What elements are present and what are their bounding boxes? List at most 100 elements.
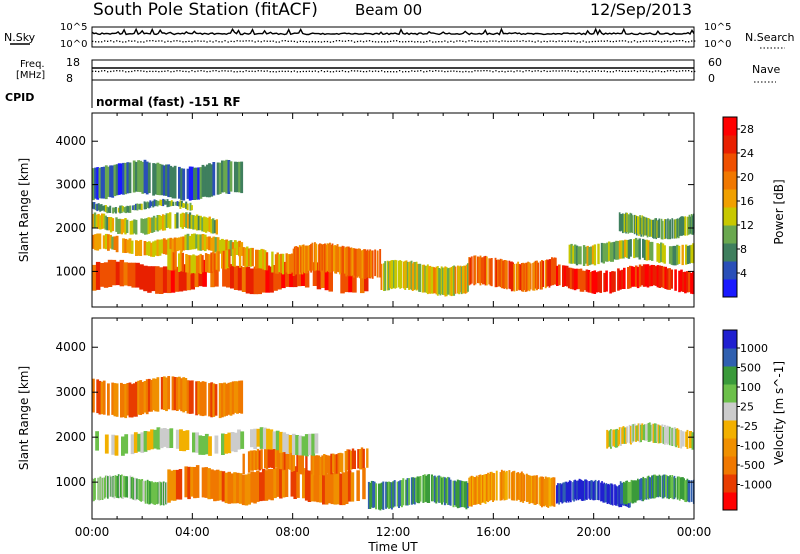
power-cell (150, 201, 153, 206)
vel-cell (416, 476, 419, 504)
power-cell (230, 264, 235, 289)
vel-cell (290, 451, 294, 472)
nsearch-dot (137, 41, 139, 43)
vel-cell (685, 431, 688, 447)
vel-cell (620, 428, 622, 446)
power-cell (662, 266, 666, 289)
power-cell (210, 164, 214, 197)
power-cell (188, 212, 192, 229)
nsearch-dot (390, 40, 392, 42)
power-cell (517, 261, 520, 290)
power-cell (245, 266, 251, 294)
vel-cell (146, 431, 151, 451)
power-cell (133, 219, 136, 234)
power-cell (403, 261, 405, 289)
power-cell (174, 266, 180, 292)
power-cell (249, 268, 255, 295)
vel-cell (616, 428, 619, 448)
vel-cell (631, 424, 634, 443)
power-cell (179, 213, 183, 228)
power-cell (664, 266, 667, 289)
power-cell (179, 251, 183, 272)
power-cell (156, 239, 160, 257)
power-cell (135, 203, 137, 211)
power-cell (143, 201, 146, 210)
nave-dot (555, 70, 557, 72)
nave-dot (405, 70, 407, 73)
power-cell (107, 207, 110, 213)
power-cell (178, 202, 180, 207)
power-cell (556, 265, 559, 286)
power-cell (458, 266, 461, 295)
power-cell (328, 265, 333, 292)
nsearch-dot (651, 40, 654, 42)
power-cell (127, 262, 132, 287)
power-cell (289, 254, 292, 274)
power-cell (185, 212, 188, 229)
power-cell (167, 238, 171, 255)
power-cell (429, 265, 432, 294)
nsearch-dot (113, 41, 115, 43)
nave-dot (516, 70, 518, 72)
vel-cell (164, 482, 166, 505)
vel-cell (579, 479, 582, 500)
power-cell (233, 248, 236, 267)
nsearch-dot (495, 40, 497, 42)
vel-cell (171, 376, 175, 411)
nave-dot (131, 70, 133, 73)
power-cell (225, 239, 229, 255)
colorbar-swatch (723, 420, 737, 439)
power-cell (101, 213, 104, 229)
vel-cell (285, 450, 288, 471)
nsearch-dot (287, 40, 289, 42)
colorbar-swatch (723, 366, 737, 385)
power-cell (449, 267, 452, 296)
power-cell (117, 218, 120, 234)
vel-cell (195, 465, 200, 498)
vel-cell (166, 429, 170, 449)
power-cell (649, 219, 652, 237)
vel-cell (327, 472, 332, 504)
power-cell (584, 246, 588, 264)
nave-dot (486, 70, 488, 72)
nsearch-dot (239, 40, 241, 42)
power-cell (157, 201, 160, 206)
vel-cell (658, 474, 661, 497)
power-cell (464, 265, 467, 294)
nave-dot (694, 70, 696, 73)
nsearch-dot (471, 40, 473, 42)
colorbar-tick-label: 24 (740, 147, 754, 160)
vel-cell (372, 481, 375, 508)
power-cell (319, 243, 321, 271)
nsearch-dot (633, 40, 636, 42)
nave-dot (615, 70, 617, 72)
noise-tick-right-top: 10^5 (704, 22, 731, 33)
power-cell (638, 238, 641, 260)
vel-cell (636, 480, 638, 501)
power-cell (352, 267, 357, 293)
vel-cell (272, 431, 277, 449)
vel-cell (622, 426, 625, 444)
power-cell (178, 166, 181, 199)
nave-dot (209, 70, 211, 73)
power-cell (210, 219, 213, 234)
vel-cell (145, 379, 149, 415)
power-cell (579, 246, 582, 265)
vel-cell (605, 483, 608, 503)
nsearch-dot (191, 41, 193, 43)
vel-cell (99, 476, 102, 500)
power-cell (95, 214, 98, 228)
vel-cell (208, 383, 211, 417)
vel-cell (292, 450, 296, 471)
vel-cell (230, 432, 235, 452)
power-cell (304, 245, 306, 274)
power-cell (643, 239, 647, 260)
power-cell (174, 214, 177, 229)
power-cell (571, 268, 575, 290)
vel-cell (102, 380, 106, 415)
vel-cell (146, 479, 149, 504)
power-cell (292, 248, 295, 276)
power-cell (165, 201, 168, 205)
nave-dot (161, 70, 163, 73)
vel-cell (653, 423, 656, 443)
